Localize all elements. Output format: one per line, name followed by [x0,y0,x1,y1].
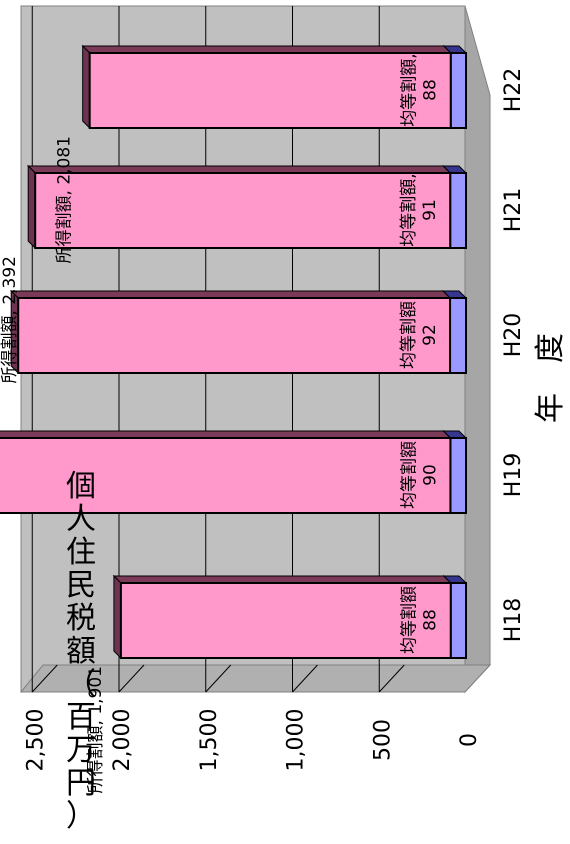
category-label: H22 [501,68,526,113]
kintou-label: 均等割額 [399,441,419,509]
gridline-side [31,664,58,693]
y-tick-label: 0 [457,733,482,747]
kintou-label: 均等割額 [400,586,420,654]
x-axis-title: 年 度 [533,333,568,423]
y-axis-title-char: 万 [66,733,96,768]
category-label: H21 [501,188,526,233]
y-axis-title-char: 百 [66,700,96,735]
bar-shotoku [112,574,452,660]
y-tick-label: 1,500 [197,709,222,772]
kintou-value: 92 [420,324,440,346]
y-tick-label: 2,000 [110,709,135,772]
kintou-label: 均等割額 [399,301,419,369]
kintou-value: 91 [420,199,440,221]
category-labels: H18 H19 H20 H21 H22 [501,68,526,643]
y-tick-label: 500 [370,719,395,761]
y-tick-label: 1,000 [284,709,309,772]
category-label: H19 [501,453,526,498]
y-axis-title-char: 人 [66,502,96,537]
y-axis-title-char: 額 [66,634,96,669]
kintou-label: 均等割額, [400,53,420,126]
kintou-value: 88 [421,79,441,101]
bar-shotoku [9,289,452,375]
y-axis-title-char: 円 [66,766,96,801]
bars [0,44,468,660]
bar-shotoku [26,164,452,250]
shotoku-label: 所得割額, 2,081 [55,136,75,263]
kintou-value: 88 [421,609,441,631]
gridline-side [292,664,318,693]
y-axis-title-char: 個 [66,469,96,504]
y-tick-labels: 0 500 1,000 1,500 2,000 2,500 [23,709,482,772]
shotoku-label: 所得割額, 2,392 [0,256,20,383]
floor [464,5,491,694]
kintou-value: 90 [420,464,440,486]
shotoku-label: 所得割額, 2,489 [0,381,3,508]
kintou-label: 均等割額, [399,173,419,246]
y-axis-title-char: 住 [66,535,96,570]
category-label: H18 [501,598,526,643]
bar-shotoku [81,44,452,130]
y-axis-title-char: 民 [66,568,96,603]
shotoku-label: 所得割額, 1,901 [86,666,106,793]
bar-shotoku [0,430,452,514]
y-axis-title-char: ） [66,799,96,834]
gridline-side [378,664,405,693]
y-tick-label: 2,500 [23,709,48,772]
y-axis-title-char: 税 [66,601,96,636]
gridline-side [205,664,232,693]
gridline-side [118,664,145,693]
y-axis-title-char: （ [66,667,96,702]
category-label: H20 [501,313,526,358]
